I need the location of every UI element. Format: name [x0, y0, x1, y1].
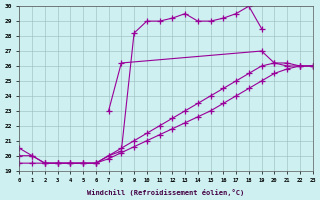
X-axis label: Windchill (Refroidissement éolien,°C): Windchill (Refroidissement éolien,°C) [87, 189, 244, 196]
